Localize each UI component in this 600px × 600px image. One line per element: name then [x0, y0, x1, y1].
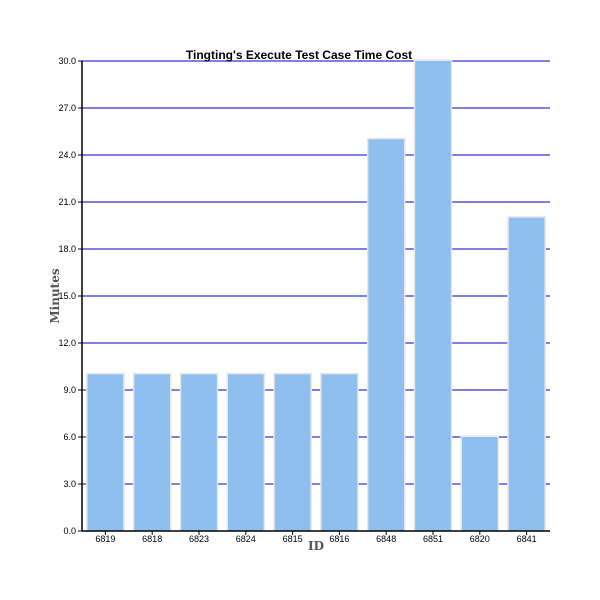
x-tick-label: 6823 — [189, 534, 209, 544]
y-tick-label: 21.0 — [58, 197, 76, 207]
bar — [321, 374, 358, 531]
y-tick-label: 30.0 — [58, 56, 76, 66]
bar — [368, 139, 404, 532]
x-tick-label: 6848 — [376, 534, 396, 544]
x-tick-label: 6824 — [236, 534, 256, 544]
x-tick-labels: 6819 6818 6823 6824 6815 6816 6848 6851 6820 6841 — [95, 531, 537, 544]
x-tick-label: 6816 — [329, 534, 349, 544]
bar — [508, 217, 545, 531]
bar — [415, 61, 451, 531]
y-tick-label: 12.0 — [58, 338, 76, 348]
bar — [134, 374, 170, 531]
x-tick-label: 6818 — [142, 534, 162, 544]
x-tick-label: 6851 — [423, 534, 443, 544]
y-tick-label: 27.0 — [58, 103, 76, 113]
y-tick-label: 6.0 — [63, 432, 76, 442]
y-tick-labels: 0.0 3.0 6.0 9.0 12.0 15.0 18.0 21.0 24.0 27.0 30.0 — [58, 56, 82, 536]
x-tick-label: 6820 — [470, 534, 490, 544]
bar — [462, 437, 498, 531]
y-tick-label: 3.0 — [63, 479, 76, 489]
x-axis-label: ID — [308, 539, 324, 553]
y-axis-label: Minutes — [48, 268, 62, 323]
y-tick-label: 0.0 — [63, 526, 76, 536]
y-tick-label: 24.0 — [58, 150, 76, 160]
y-tick-label: 18.0 — [58, 244, 76, 254]
chart-title: Tingting's Execute Test Case Time Cost — [186, 48, 412, 62]
y-tick-label: 15.0 — [58, 291, 76, 301]
x-tick-label: 6815 — [283, 534, 303, 544]
bar — [274, 374, 311, 531]
x-tick-label: 6841 — [517, 534, 537, 544]
x-tick-label: 6819 — [95, 534, 115, 544]
bar — [181, 374, 217, 531]
bar — [228, 374, 264, 531]
y-tick-label: 9.0 — [63, 385, 76, 395]
bars — [86, 59, 546, 532]
bar — [87, 374, 124, 531]
